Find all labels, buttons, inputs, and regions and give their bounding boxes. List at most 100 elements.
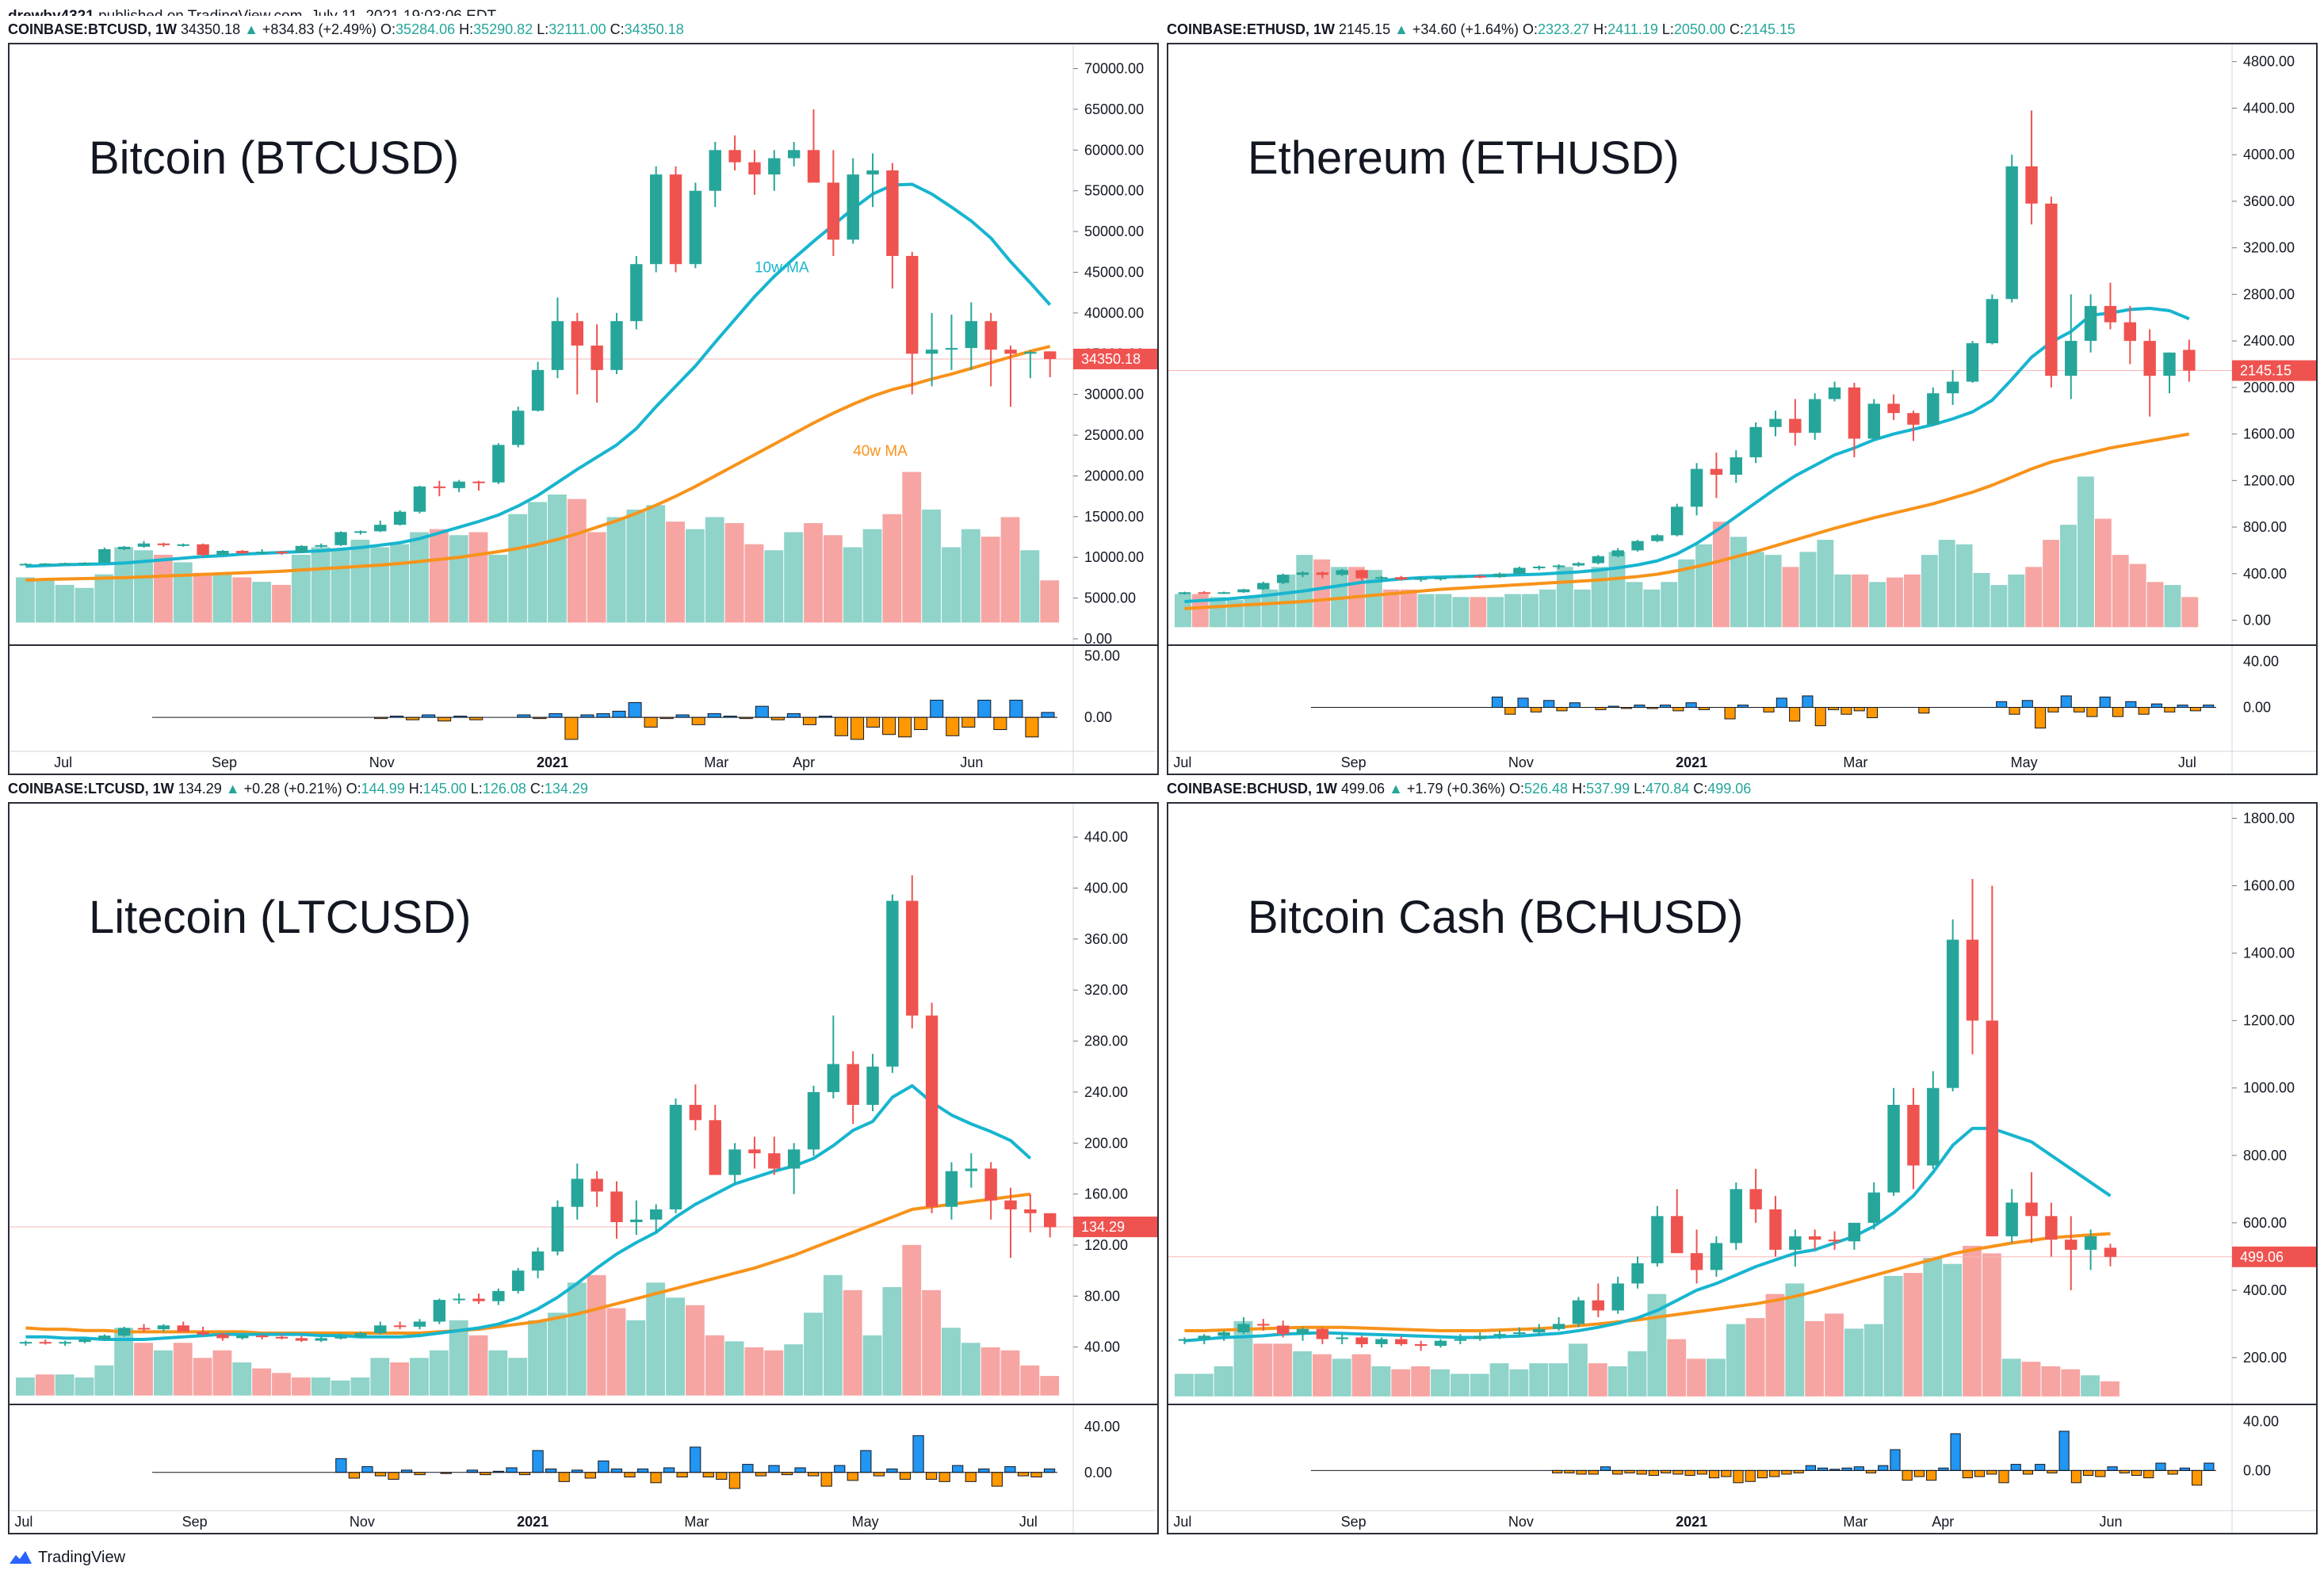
candle-body <box>453 481 465 488</box>
osc-bar <box>1986 1469 1997 1475</box>
volume-bar <box>1365 570 1382 628</box>
candle <box>728 135 741 171</box>
osc-tick-label: 0.00 <box>1084 1465 1112 1481</box>
price-chart-svg[interactable]: 1800.00 1600.00 1400.00 1200.00 1000.00 800.0… <box>1168 804 2316 1533</box>
x-tick-label: Jun <box>960 755 983 770</box>
candle <box>1375 1337 1388 1348</box>
candle <box>1848 1222 1861 1250</box>
candle-body <box>1395 577 1408 580</box>
chart-pane[interactable]: COINBASE:ETHUSD, 1W 2145.15 ▲ +34.60 (+1… <box>1167 16 2318 775</box>
candle-body <box>1789 1236 1802 1250</box>
candle <box>1533 565 1546 571</box>
candle-body <box>1024 352 1037 354</box>
chart-area[interactable]: 1800.00 1600.00 1400.00 1200.00 1000.00 800.0… <box>1167 802 2318 1534</box>
chart-area[interactable]: 440.00 400.00 360.00 320.00 280.00 240.00 200.… <box>8 802 1159 1534</box>
volume-bar <box>153 554 173 623</box>
volume-bar <box>961 529 980 623</box>
volume-bar <box>1556 567 1573 628</box>
volume-bar <box>1351 1354 1371 1397</box>
candle-body <box>886 900 899 1067</box>
candle <box>1867 1182 1880 1230</box>
volume-bar <box>1863 1324 1883 1397</box>
candle-body <box>945 1171 958 1207</box>
candle-body <box>315 544 327 547</box>
volume-bar <box>410 1358 429 1396</box>
price-label-box <box>1073 1216 1157 1237</box>
candle <box>177 543 189 547</box>
candle-body <box>1316 1328 1329 1339</box>
candle <box>354 530 367 535</box>
price-change: +834.83 (+2.49%) <box>258 21 381 37</box>
volume-bar <box>843 547 862 623</box>
candle-body <box>19 564 32 566</box>
volume-bar <box>2164 585 2181 628</box>
candle <box>1414 1340 1428 1351</box>
candle-body <box>1375 577 1388 579</box>
volume-bar <box>1886 577 1903 628</box>
volume-bar <box>1214 1366 1233 1397</box>
price-chart-svg[interactable]: 4800.00 4400.00 4000.00 3600.00 3200.00 2800.… <box>1168 44 2316 774</box>
volume-bar <box>882 1286 902 1396</box>
footer[interactable]: TradingView <box>8 1546 125 1569</box>
candle <box>59 1340 71 1347</box>
candle <box>1631 1256 1644 1289</box>
volume-bar <box>1450 1374 1470 1397</box>
chart-pane[interactable]: COINBASE:BCHUSD, 1W 499.06 ▲ +1.79 (+0.3… <box>1167 775 2318 1534</box>
candle-body <box>512 411 525 445</box>
chart-pane[interactable]: COINBASE:BTCUSD, 1W 34350.18 ▲ +834.83 (… <box>8 16 1159 775</box>
candle-body <box>965 321 978 349</box>
candle <box>1710 1236 1723 1277</box>
volume-bar <box>1647 1293 1667 1397</box>
y-tick-label: 20000.00 <box>1084 468 1144 483</box>
volume-bar <box>666 522 685 623</box>
volume-bar <box>1522 594 1539 628</box>
candle <box>2065 294 2077 399</box>
candle <box>295 1335 308 1343</box>
candle-body <box>689 190 702 265</box>
candle <box>413 1319 426 1330</box>
volume-bar <box>1799 552 1817 628</box>
osc-tick-label: 0.00 <box>1084 709 1112 725</box>
chart-area[interactable]: 4800.00 4400.00 4000.00 3600.00 3200.00 2800.… <box>1167 43 2318 775</box>
candle-body <box>1611 550 1624 556</box>
volume-bar <box>2100 1381 2120 1397</box>
price-chart-svg[interactable]: 440.00 400.00 360.00 320.00 280.00 240.00 200.… <box>10 804 1157 1533</box>
volume-bar <box>1382 589 1400 628</box>
osc-bar <box>2204 1462 2215 1471</box>
price-chart-svg[interactable]: 70000.00 65000.00 60000.00 55000.00 50000.00… <box>10 44 1157 774</box>
candle-body <box>1927 393 1940 425</box>
candle-body <box>847 1064 859 1105</box>
candle-body <box>1828 1240 1841 1242</box>
osc-bar <box>2086 707 2098 717</box>
candle <box>472 1293 485 1304</box>
volume-bar <box>1883 1275 1903 1397</box>
x-tick-label: Sep <box>1341 755 1366 770</box>
candle-body <box>1375 1339 1388 1344</box>
candle-body <box>531 369 545 411</box>
candle <box>1828 1231 1841 1250</box>
footer-brand: TradingView <box>38 1549 126 1566</box>
candle-body <box>334 532 347 545</box>
chart-pane[interactable]: COINBASE:LTCUSD, 1W 134.29 ▲ +0.28 (+0.2… <box>8 775 1159 1534</box>
price-change: +1.79 (+0.36%) <box>1402 781 1509 797</box>
candle-body <box>1296 572 1309 575</box>
y-tick-label: 1800.00 <box>2243 811 2295 827</box>
volume-bar <box>212 574 232 623</box>
osc-bar <box>1025 716 1039 738</box>
osc-bar <box>886 1468 898 1473</box>
up-arrow-icon: ▲ <box>1394 21 1409 37</box>
candle <box>177 1321 189 1332</box>
y-tick-label: 4800.00 <box>2243 54 2295 70</box>
volume-bar <box>1470 1374 1489 1397</box>
osc-bar <box>564 716 579 740</box>
candle <box>216 1332 229 1341</box>
candle <box>531 361 545 412</box>
chart-area[interactable]: 70000.00 65000.00 60000.00 55000.00 50000.00… <box>8 43 1159 775</box>
candle <box>197 543 209 557</box>
candle-body <box>669 1105 682 1209</box>
candle-body <box>78 1339 91 1343</box>
candle <box>453 1293 465 1304</box>
y-tick-label: 15000.00 <box>1084 509 1144 525</box>
osc-bar <box>850 716 865 740</box>
candle <box>157 542 170 547</box>
